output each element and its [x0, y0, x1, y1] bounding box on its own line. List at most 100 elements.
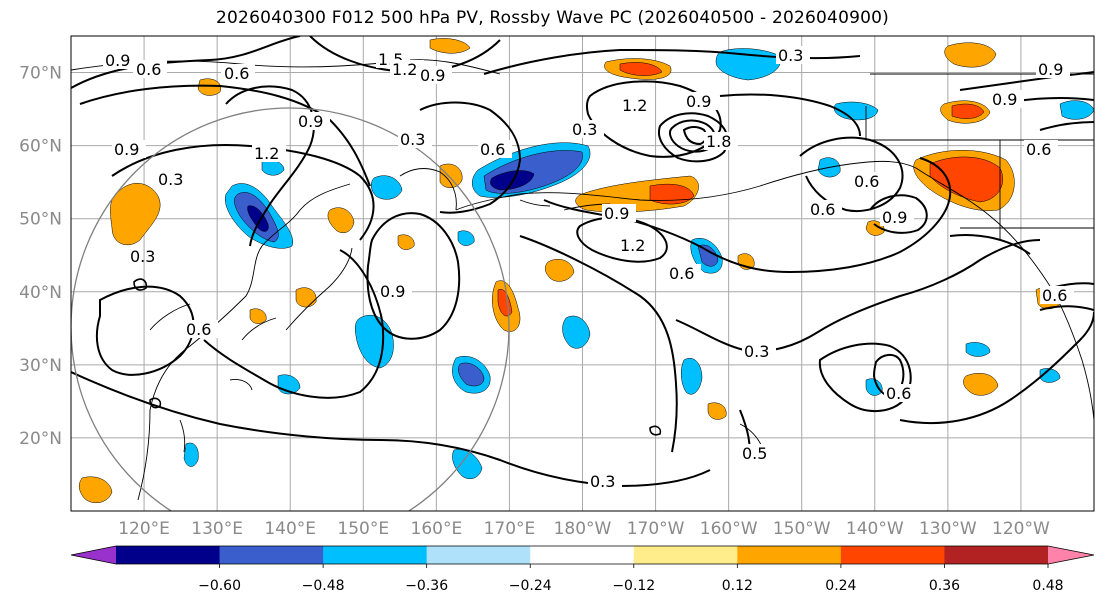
- latitude-tick-label: 20°N: [19, 429, 62, 449]
- negative-anomaly: [457, 230, 475, 246]
- longitude-tick-label: 170°E: [484, 519, 536, 539]
- positive-anomaly: [619, 62, 663, 76]
- contour-label: 0.3: [590, 472, 615, 491]
- positive-anomaly: [327, 207, 355, 234]
- contour-label: 0.9: [114, 140, 139, 159]
- contour-label: 0.9: [1038, 60, 1063, 79]
- longitude-tick-label: 120°E: [118, 519, 170, 539]
- contour-label: 1.2: [622, 96, 647, 115]
- contour-label: 0.6: [669, 264, 694, 283]
- colorbar-tick-label: 0.12: [722, 578, 753, 594]
- colorbar-tick-label: 0.48: [1032, 578, 1063, 594]
- small-contours: [133, 278, 662, 436]
- positive-anomaly: [249, 308, 267, 324]
- map-canvas: 0.9 0.6 0.6 1.5 1.2 0.9 0.3 0.9 0.9 1.2 …: [71, 36, 1094, 511]
- contour-label: 1.2: [392, 60, 417, 79]
- positive-anomaly: [429, 38, 471, 54]
- colorbar-segment: [633, 546, 738, 564]
- negative-anomaly: [247, 205, 269, 232]
- latitude-tick-label: 60°N: [19, 137, 62, 157]
- negative-anomaly: [965, 342, 991, 357]
- contour-label: 0.3: [400, 130, 425, 149]
- contour-label: 0.6: [810, 200, 835, 219]
- positive-anomaly: [963, 373, 999, 396]
- negative-anomaly: [458, 362, 485, 387]
- contour-labels: 0.9 0.6 0.6 1.5 1.2 0.9 0.3 0.9 0.9 1.2 …: [103, 46, 1074, 491]
- latitude-tick-label: 50°N: [19, 210, 62, 230]
- contour-label: 0.9: [380, 282, 405, 301]
- map-frame: [70, 35, 1095, 512]
- map-title: 2026040300 F012 500 hPa PV, Rossby Wave …: [216, 8, 889, 28]
- colorbar-extend-low: [71, 546, 116, 564]
- positive-anomaly: [295, 287, 317, 308]
- colorbar-segment: [116, 546, 221, 564]
- positive-anomaly: [439, 163, 463, 188]
- colorbar-extend-high: [1048, 546, 1094, 564]
- longitude-tick-label: 160°W: [700, 519, 758, 539]
- colorbar-tick-label: −0.24: [509, 578, 552, 594]
- contour-label: 0.6: [886, 384, 911, 403]
- negative-anomaly: [371, 175, 403, 200]
- contour-label: 0.3: [130, 247, 155, 266]
- contour-label: 0.3: [744, 342, 769, 361]
- colorbar-segment: [840, 546, 945, 564]
- contour-label: 0.6: [186, 320, 211, 339]
- colorbar-tick-label: −0.60: [198, 578, 241, 594]
- contour-label: 0.9: [604, 204, 629, 223]
- latitude-labels: 70°N 60°N 50°N 40°N 30°N 20°N: [19, 64, 62, 449]
- negative-anomaly: [697, 244, 719, 267]
- colorbar-segment: [323, 546, 428, 564]
- colorbar-tick-label: 0.24: [825, 578, 856, 594]
- colorbar-tick-label: −0.36: [405, 578, 448, 594]
- longitude-tick-label: 140°W: [846, 519, 904, 539]
- contour-label: 1.8: [706, 132, 731, 151]
- latitude-tick-label: 70°N: [19, 64, 62, 84]
- positive-anomaly: [944, 42, 997, 68]
- contour-label: 0.9: [686, 92, 711, 111]
- positive-anomaly: [197, 78, 222, 96]
- longitude-tick-label: 150°W: [773, 519, 831, 539]
- contour-label: 0.9: [298, 112, 323, 131]
- colorbar-tick-label: −0.12: [612, 578, 655, 594]
- latitude-tick-label: 40°N: [19, 283, 62, 303]
- colorbar-segment: [944, 546, 1049, 564]
- positive-anomaly: [707, 402, 727, 420]
- longitude-tick-label: 150°E: [337, 519, 389, 539]
- colorbar-tick-label: −0.48: [302, 578, 345, 594]
- negative-anomaly: [562, 315, 591, 349]
- negative-anomaly: [833, 101, 879, 121]
- longitude-tick-label: 120°W: [992, 519, 1050, 539]
- positive-anomaly: [545, 259, 575, 282]
- negative-anomaly: [681, 358, 703, 395]
- positive-anomaly: [110, 183, 161, 246]
- colorbar-segment: [219, 546, 324, 564]
- longitude-tick-label: 170°W: [627, 519, 685, 539]
- contour-label: 0.9: [420, 66, 445, 85]
- positive-anomaly: [79, 476, 113, 504]
- longitude-tick-label: 130°W: [919, 519, 977, 539]
- contour-label: 0.3: [572, 120, 597, 139]
- contour-label: 0.3: [158, 170, 183, 189]
- positive-anomaly: [865, 220, 885, 236]
- contour-label: 0.9: [882, 208, 907, 227]
- colorbar-segment: [426, 546, 531, 564]
- longitude-tick-label: 160°E: [411, 519, 463, 539]
- radius-circle: [71, 107, 510, 511]
- colorbar-tick-label: 0.36: [929, 578, 960, 594]
- contour-label: 0.6: [1042, 286, 1067, 305]
- colorbar: −0.60 −0.48 −0.36 −0.24 −0.12 0.12 0.24 0.36 0.4…: [70, 545, 1095, 594]
- coastlines: [71, 59, 1094, 501]
- negative-anomaly: [183, 442, 199, 467]
- positive-anomaly: [649, 183, 695, 205]
- longitude-tick-label: 140°E: [264, 519, 316, 539]
- contour-label: 0.9: [992, 90, 1017, 109]
- contour-label: 1.2: [254, 144, 279, 163]
- longitude-tick-label: 180°W: [554, 519, 612, 539]
- contour-label: 0.5: [742, 444, 767, 463]
- negative-anomaly: [452, 448, 483, 479]
- colorbar-segment: [737, 546, 842, 564]
- contour-label: 0.6: [480, 140, 505, 159]
- positive-anomaly: [951, 103, 985, 119]
- contour-label: 0.3: [778, 46, 803, 65]
